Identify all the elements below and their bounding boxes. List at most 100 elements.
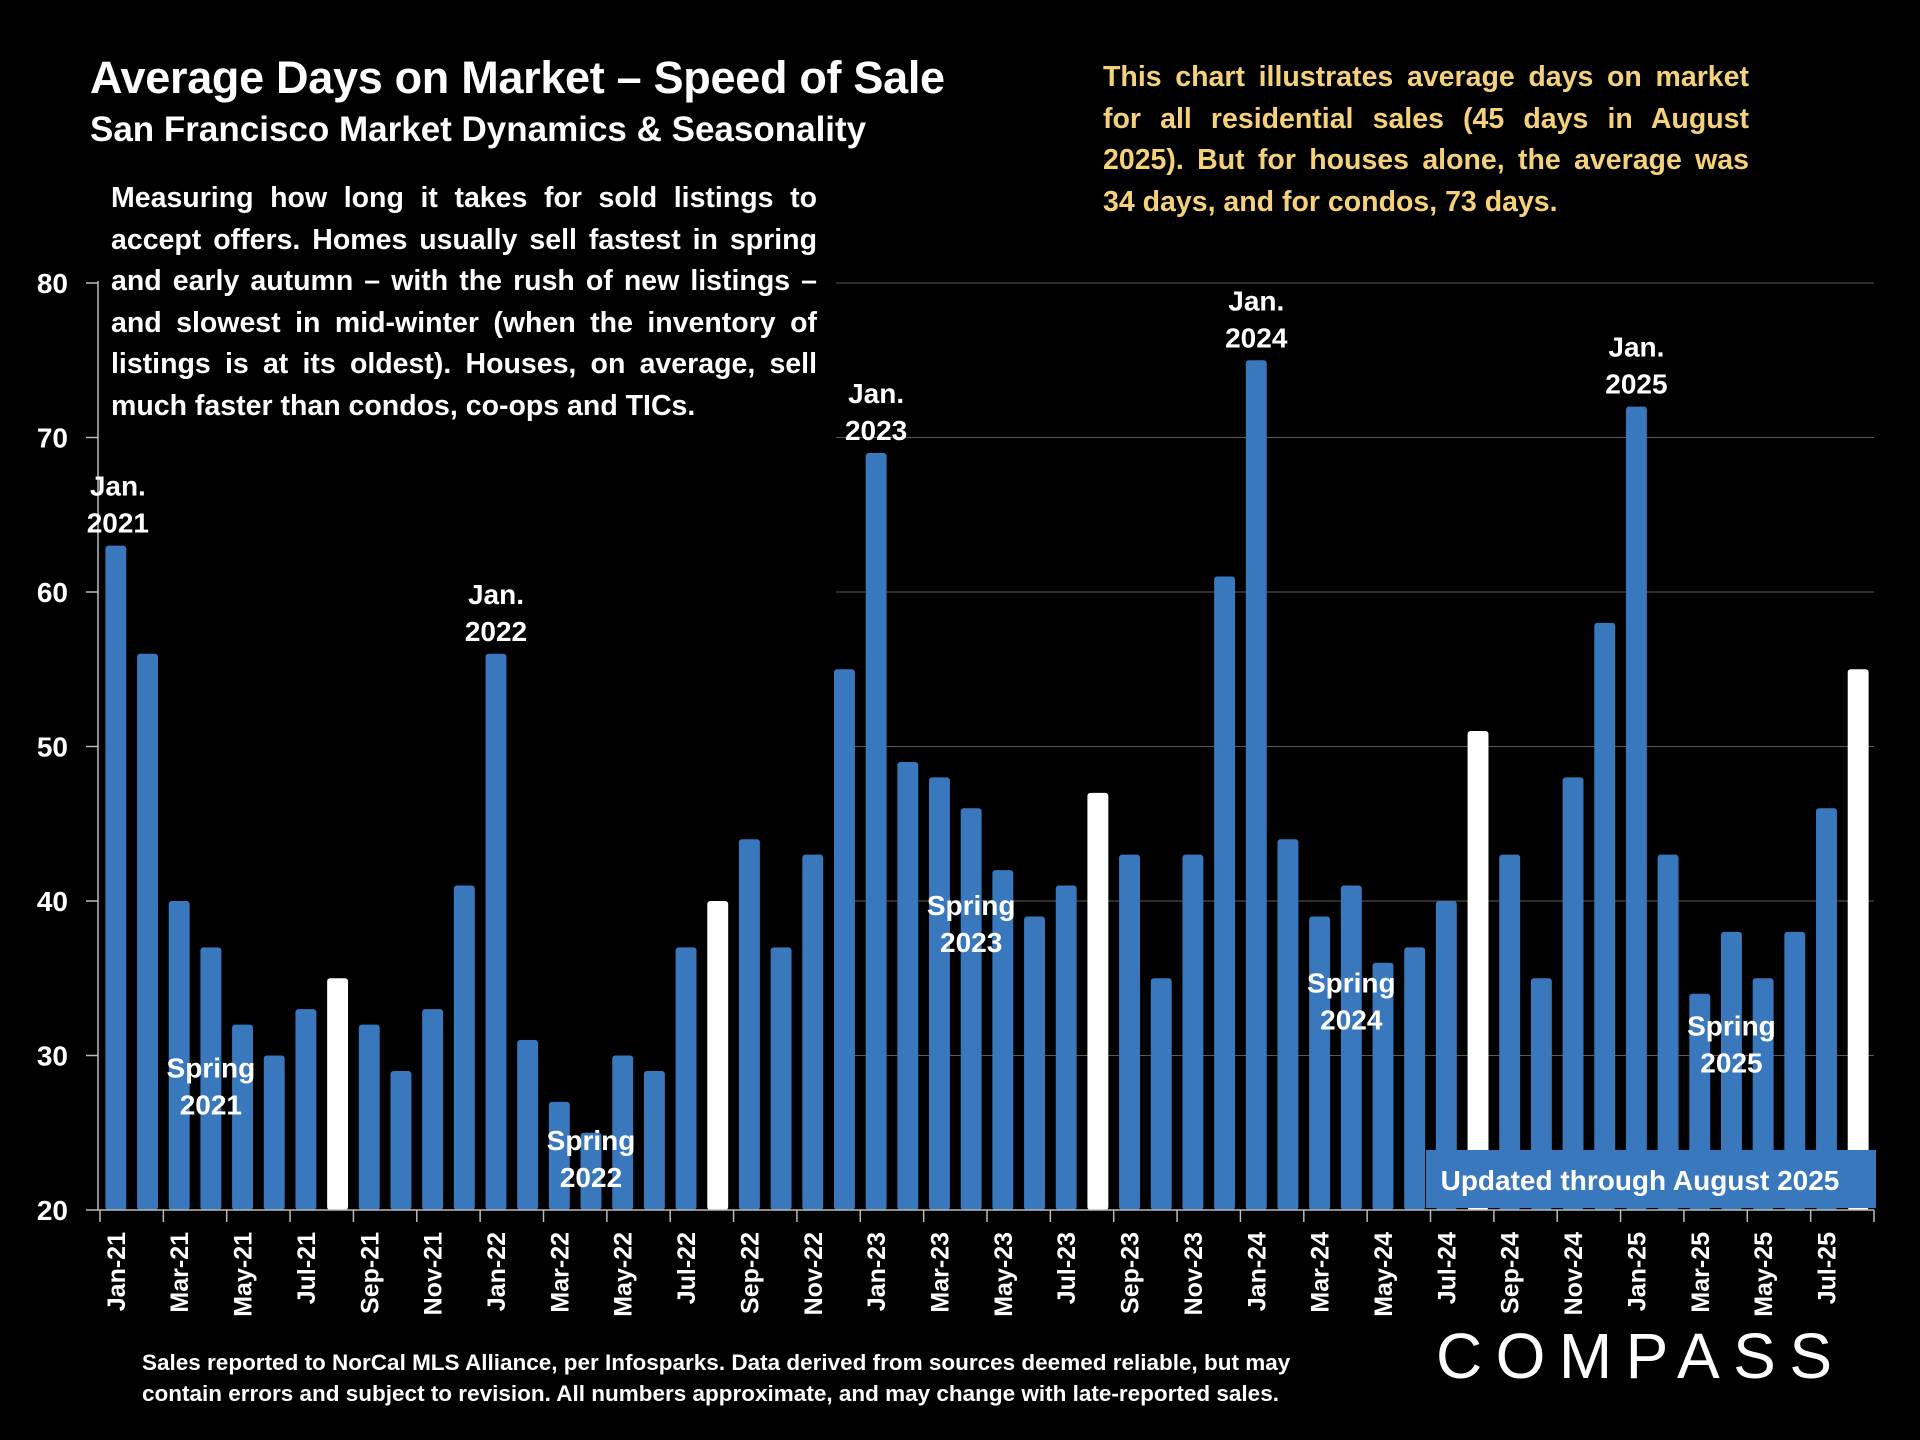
annotation-label-line1: Spring	[547, 1125, 636, 1156]
bar-feb-21	[137, 654, 158, 1210]
bar-sep-22	[739, 839, 760, 1210]
bar-jan-24	[1246, 360, 1267, 1210]
updated-badge-text: Updated through August 2025	[1441, 1165, 1840, 1196]
bar-jul-23	[1056, 886, 1077, 1210]
annotation-label-line2: 2021	[87, 508, 149, 539]
annotation-label-line1: Spring	[1307, 967, 1396, 998]
x-tick-label: Jan-23	[863, 1232, 891, 1311]
bar-feb-24	[1277, 839, 1298, 1210]
x-tick-label: May-21	[230, 1232, 258, 1317]
y-tick-label: 70	[37, 423, 68, 454]
x-tick-label: Mar-24	[1307, 1232, 1335, 1313]
bar-aug-22	[707, 901, 728, 1210]
annotation-label-line2: 2025	[1605, 369, 1667, 400]
x-tick-label: Jul-22	[673, 1232, 701, 1304]
x-tick-label: May-25	[1750, 1232, 1778, 1317]
annotation-label-line1: Spring	[927, 890, 1016, 921]
annotation-label-line2: 2021	[180, 1089, 242, 1120]
x-axis: Jan-21 Mar-21 May-21 Jul-21 Sep-21 Nov-21 Jan-…	[98, 1210, 1874, 1317]
x-tick-label: Jul-23	[1053, 1232, 1081, 1304]
chart-note: This chart illustrates average days on m…	[1103, 57, 1749, 223]
bar-nov-23	[1182, 855, 1203, 1210]
x-tick-label: Mar-21	[166, 1232, 194, 1313]
annotation-label-line2: 2024	[1225, 322, 1288, 353]
bar-jun-21	[264, 1056, 285, 1211]
bar-nov-22	[802, 855, 823, 1210]
bar-oct-22	[771, 947, 792, 1210]
x-tick-label: Nov-24	[1560, 1232, 1588, 1315]
y-tick-label: 60	[37, 577, 68, 608]
bar-mar-23	[929, 777, 950, 1210]
bar-jun-22	[644, 1071, 665, 1210]
bar-sep-23	[1119, 855, 1140, 1210]
x-tick-label: Sep-23	[1117, 1232, 1145, 1314]
annotation-label-line2: 2024	[1320, 1004, 1383, 1035]
x-tick-label: Sep-22	[736, 1232, 764, 1314]
bar-jul-25	[1816, 808, 1837, 1210]
x-tick-label: Mar-23	[926, 1232, 954, 1313]
bar-dec-22	[834, 669, 855, 1210]
annotation-label-line1: Jan.	[90, 471, 146, 502]
bar-jan-21	[105, 546, 126, 1210]
bar-sep-21	[359, 1025, 380, 1210]
bar-dec-21	[454, 886, 475, 1210]
annotation-label-line1: Jan.	[1228, 285, 1284, 316]
x-tick-label: Sep-24	[1497, 1232, 1525, 1314]
updated-badge: Updated through August 2025	[1426, 1150, 1876, 1208]
bar-jan-23	[866, 453, 887, 1210]
bar-feb-22	[517, 1040, 538, 1210]
x-tick-label: May-22	[610, 1232, 638, 1317]
bar-dec-23	[1214, 577, 1235, 1210]
x-tick-label: May-23	[990, 1232, 1018, 1317]
chart-description: Measuring how long it takes for sold lis…	[111, 178, 817, 427]
bar-aug-24	[1468, 731, 1489, 1210]
bar-mar-24	[1309, 916, 1330, 1210]
y-tick-label: 30	[37, 1041, 68, 1072]
annotation-label-line1: Spring	[1687, 1011, 1776, 1042]
y-axis: 20 30 40 50 60 70 80	[37, 268, 98, 1226]
bar-jul-21	[295, 1009, 316, 1210]
annotation-label-line2: 2025	[1700, 1048, 1762, 1079]
bar-oct-21	[390, 1071, 411, 1210]
x-tick-label: Jan-25	[1623, 1232, 1651, 1311]
annotation-label-line1: Jan.	[848, 378, 904, 409]
bar-jun-24	[1404, 947, 1425, 1210]
x-tick-label: Mar-25	[1687, 1232, 1715, 1313]
y-tick-label: 20	[37, 1195, 68, 1226]
x-tick-label: Jan-24	[1243, 1232, 1271, 1311]
bar-aug-23	[1087, 793, 1108, 1210]
y-tick-label: 50	[37, 732, 68, 763]
x-tick-label: Jan-22	[483, 1232, 511, 1311]
bar-series	[105, 360, 1868, 1210]
annotation-label-line2: 2023	[940, 927, 1002, 958]
bar-nov-21	[422, 1009, 443, 1210]
annotation-label-line1: Jan.	[1608, 332, 1664, 363]
x-tick-label: Nov-22	[800, 1232, 828, 1315]
annotation-label-line2: 2022	[560, 1162, 622, 1193]
y-tick-label: 80	[37, 268, 68, 299]
x-tick-label: Nov-21	[420, 1232, 448, 1315]
svg-text:COMPASS: COMPASS	[1436, 1320, 1842, 1390]
bar-dec-24	[1594, 623, 1615, 1210]
x-tick-label: Sep-21	[356, 1232, 384, 1314]
x-tick-label: Jul-21	[293, 1232, 321, 1304]
bar-apr-23	[961, 808, 982, 1210]
x-tick-label: Jul-25	[1813, 1232, 1841, 1304]
x-tick-label: Jan-21	[103, 1232, 131, 1311]
bar-feb-23	[897, 762, 918, 1210]
annotation-label-line1: Jan.	[468, 579, 524, 610]
annotation-label-line2: 2023	[845, 415, 907, 446]
bar-aug-21	[327, 978, 348, 1210]
x-tick-label: Jul-24	[1433, 1232, 1461, 1304]
source-footnote: Sales reported to NorCal MLS Alliance, p…	[142, 1347, 1362, 1409]
bar-nov-24	[1563, 777, 1584, 1210]
bar-oct-23	[1151, 978, 1172, 1210]
bar-apr-24	[1341, 886, 1362, 1210]
annotation-label-line2: 2022	[465, 616, 527, 647]
bar-jan-25	[1626, 407, 1647, 1210]
x-tick-label: Mar-22	[546, 1232, 574, 1313]
bar-aug-25	[1848, 669, 1869, 1210]
bar-jun-23	[1024, 916, 1045, 1210]
annotation-label-line1: Spring	[167, 1052, 256, 1083]
y-tick-label: 40	[37, 886, 68, 917]
